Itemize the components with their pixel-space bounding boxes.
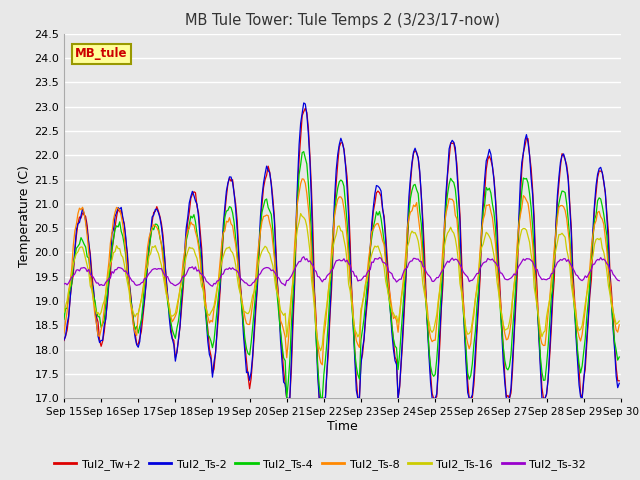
- Title: MB Tule Tower: Tule Temps 2 (3/23/17-now): MB Tule Tower: Tule Temps 2 (3/23/17-now…: [185, 13, 500, 28]
- X-axis label: Time: Time: [327, 420, 358, 433]
- Text: MB_tule: MB_tule: [75, 48, 127, 60]
- Legend: Tul2_Tw+2, Tul2_Ts-2, Tul2_Ts-4, Tul2_Ts-8, Tul2_Ts-16, Tul2_Ts-32: Tul2_Tw+2, Tul2_Ts-2, Tul2_Ts-4, Tul2_Ts…: [49, 455, 591, 474]
- Y-axis label: Temperature (C): Temperature (C): [19, 165, 31, 267]
